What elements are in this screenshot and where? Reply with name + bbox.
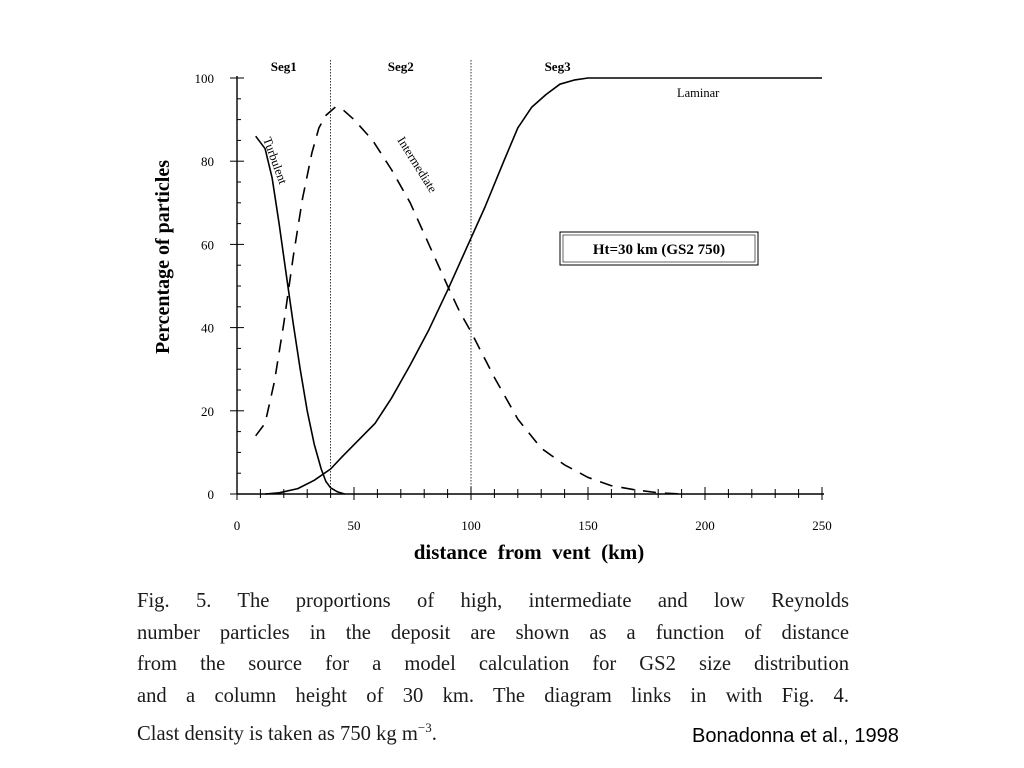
series-laminar — [265, 77, 822, 495]
caption-line: Fig. 5. The proportions of high, interme… — [137, 590, 849, 612]
x-tick-label: 0 — [234, 518, 241, 533]
annotation-box-inner — [562, 234, 756, 263]
annotation-box — [559, 231, 759, 266]
x-tick-label: 200 — [695, 518, 715, 533]
caption-superscript: −3 — [417, 720, 432, 735]
chart-series — [255, 77, 822, 495]
figure-caption: Fig. 5. The proportions of high, interme… — [137, 586, 849, 750]
caption-line: number particles in the deposit are show… — [137, 621, 849, 644]
series-label-turbulent: Turbulent — [260, 135, 290, 186]
y-tick-label: 60 — [201, 237, 214, 252]
caption-last-line: Clast density is taken as 750 kg m−3. — [137, 712, 849, 750]
annotation-text: Ht=30 km (GS2 750) — [593, 242, 725, 258]
segment-label-seg2: Seg2 — [388, 59, 414, 74]
y-tick-label: 0 — [208, 487, 215, 502]
x-tick-label: 150 — [578, 518, 598, 533]
x-tick-label: 50 — [348, 518, 361, 533]
segment-boundaries — [330, 60, 472, 494]
caption-line: from the source for a model calculation … — [137, 653, 849, 675]
x-axis-title: distance from vent (km) — [414, 540, 645, 564]
caption-line: and a column height of 30 km. The diagra… — [137, 684, 849, 707]
segment-label-seg1: Seg1 — [271, 59, 297, 74]
y-axis-title: Percentage of particles — [152, 160, 174, 354]
y-tick-label: 100 — [195, 71, 215, 86]
x-tick-label: 250 — [812, 518, 832, 533]
y-tick-label: 40 — [201, 321, 214, 336]
citation: Bonadonna et al., 1998 — [692, 725, 899, 747]
segment-label-seg3: Seg3 — [545, 59, 572, 74]
line-chart: 0 20 40 60 80 100 0 50 100 150 200 250 Seg1 Seg2 Se… — [152, 59, 832, 564]
series-intermediate — [255, 106, 682, 495]
series-label-laminar: Laminar — [677, 86, 720, 100]
chart-ticks: 0 20 40 60 80 100 0 50 100 150 200 250 — [195, 71, 832, 533]
y-tick-label: 20 — [201, 404, 214, 419]
chart-labels: Seg1 Seg2 Seg3 Turbulent Intermediate La… — [152, 59, 759, 564]
chart-axes — [236, 76, 824, 495]
x-tick-label: 100 — [461, 518, 481, 533]
caption-last-text: Clast density is taken as 750 kg m — [137, 722, 418, 745]
series-turbulent — [255, 135, 345, 495]
caption-last-end: . — [431, 722, 437, 745]
y-tick-label: 80 — [201, 154, 214, 169]
